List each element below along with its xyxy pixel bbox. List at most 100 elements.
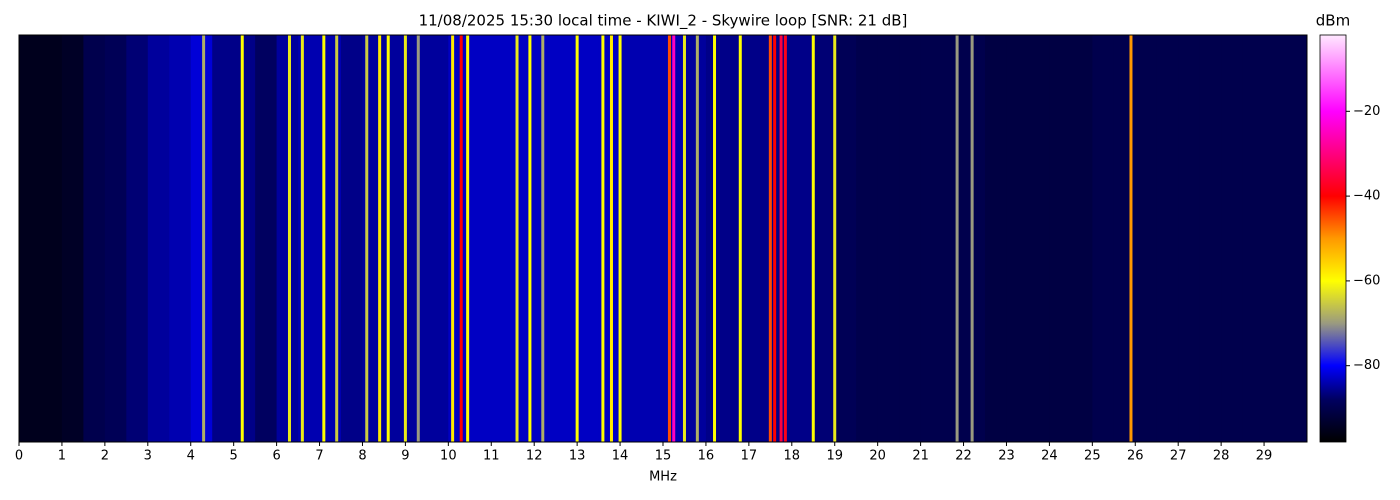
signal-line — [416, 35, 420, 442]
signal-line — [811, 35, 815, 442]
x-tick-label: 3 — [144, 449, 152, 464]
x-tick-label: 8 — [358, 449, 366, 464]
x-tick-label: 7 — [315, 449, 323, 464]
noise-column — [169, 35, 192, 442]
noise-column — [190, 35, 213, 442]
x-tick-label: 25 — [1084, 449, 1101, 464]
noise-column — [1027, 35, 1050, 442]
signal-line — [240, 35, 244, 442]
signal-line — [601, 35, 605, 442]
noise-column — [426, 35, 449, 442]
x-tick-label: 23 — [998, 449, 1015, 464]
x-tick-label: 0 — [15, 449, 23, 464]
noise-column — [1199, 35, 1222, 442]
x-tick-label: 18 — [784, 449, 801, 464]
x-tick-label: 20 — [869, 449, 886, 464]
colorbar-tick-label: −20 — [1353, 104, 1380, 119]
noise-column — [748, 35, 771, 442]
noise-column — [856, 35, 879, 442]
noise-column — [1156, 35, 1179, 442]
signal-line — [459, 35, 463, 442]
signal-line — [378, 35, 382, 442]
x-tick-label: 10 — [440, 449, 457, 464]
noise-column — [920, 35, 943, 442]
x-tick-label: 26 — [1127, 449, 1144, 464]
signal-line — [466, 35, 470, 442]
signal-line — [833, 35, 837, 442]
x-tick-label: 12 — [526, 449, 543, 464]
noise-column — [577, 35, 600, 442]
noise-column — [813, 35, 836, 442]
signal-line — [541, 35, 545, 442]
signal-line — [515, 35, 519, 442]
x-tick-label: 6 — [272, 449, 280, 464]
signal-line — [682, 35, 686, 442]
signal-line — [955, 35, 959, 442]
x-tick-label: 13 — [569, 449, 586, 464]
signal-line — [695, 35, 699, 442]
noise-column — [942, 35, 965, 442]
x-tick-label: 21 — [912, 449, 929, 464]
x-tick-label: 1 — [58, 449, 66, 464]
x-tick-label: 29 — [1256, 449, 1273, 464]
colorbar-label: dBm — [1316, 12, 1350, 30]
noise-column — [963, 35, 986, 442]
noise-column — [1092, 35, 1115, 442]
signal-line — [768, 35, 772, 442]
noise-column — [641, 35, 664, 442]
noise-column — [1221, 35, 1244, 442]
noise-column — [104, 35, 127, 442]
noise-column — [791, 35, 814, 442]
signal-line — [1129, 35, 1133, 442]
noise-column — [1264, 35, 1287, 442]
x-tick-label: 22 — [955, 449, 972, 464]
colorbar-tick-label: −40 — [1353, 189, 1380, 204]
signal-line — [451, 35, 455, 442]
x-tick-label: 14 — [612, 449, 629, 464]
signal-line — [528, 35, 532, 442]
chart-title: 11/08/2025 15:30 local time - KIWI_2 - S… — [419, 12, 908, 31]
noise-column — [126, 35, 149, 442]
signal-line — [300, 35, 304, 442]
noise-column — [40, 35, 63, 442]
colorbar-tick-label: −80 — [1353, 358, 1380, 373]
noise-column — [1242, 35, 1265, 442]
noise-column — [1135, 35, 1158, 442]
x-tick-label: 24 — [1041, 449, 1058, 464]
signal-line — [672, 35, 676, 442]
signal-line — [609, 35, 613, 442]
noise-column — [212, 35, 235, 442]
signal-line — [287, 35, 291, 442]
noise-column — [469, 35, 492, 442]
x-tick-label: 11 — [483, 449, 500, 464]
colorbar-tick-label: −60 — [1353, 273, 1380, 288]
noise-column — [834, 35, 857, 442]
noise-column — [1006, 35, 1029, 442]
noise-column — [1049, 35, 1072, 442]
x-tick-label: 15 — [655, 449, 672, 464]
noise-column — [985, 35, 1007, 442]
signal-line — [738, 35, 742, 442]
noise-column — [61, 35, 84, 442]
noise-column — [684, 35, 707, 442]
noise-column — [255, 35, 278, 442]
x-tick-label: 28 — [1213, 449, 1230, 464]
x-tick-label: 16 — [698, 449, 715, 464]
noise-column — [555, 35, 578, 442]
x-tick-label: 19 — [826, 449, 843, 464]
x-tick-label: 2 — [101, 449, 109, 464]
signal-line — [773, 35, 777, 442]
signal-line — [667, 35, 671, 442]
signal-line — [783, 35, 787, 442]
noise-column — [1070, 35, 1093, 442]
x-tick-label: 9 — [401, 449, 409, 464]
noise-column — [491, 35, 514, 442]
noise-column — [276, 35, 299, 442]
noise-column — [899, 35, 922, 442]
signal-line — [322, 35, 326, 442]
noise-column — [341, 35, 363, 442]
signal-line — [403, 35, 407, 442]
noise-column — [877, 35, 900, 442]
noise-column — [233, 35, 256, 442]
